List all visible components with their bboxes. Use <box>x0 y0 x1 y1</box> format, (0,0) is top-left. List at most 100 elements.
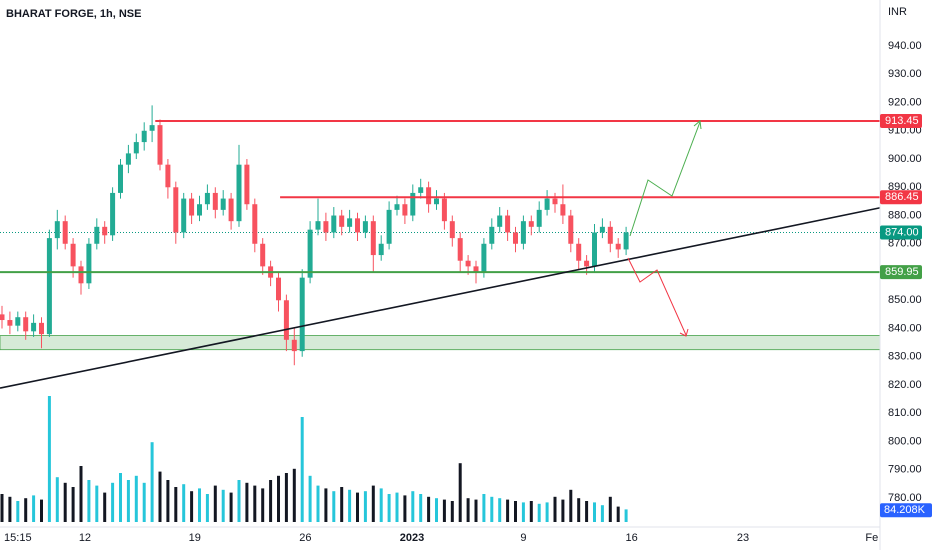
candle-body <box>536 209 542 227</box>
candle-body <box>189 198 195 216</box>
candle-body <box>260 243 266 267</box>
candle-body <box>125 153 131 165</box>
x-tick-label: 16 <box>626 532 638 544</box>
candle-body <box>513 232 518 244</box>
candle-body <box>449 221 455 239</box>
volume-bar <box>292 468 296 522</box>
y-tick-label: 790.00 <box>888 464 922 476</box>
volume-bar <box>466 498 470 522</box>
volume-bar <box>237 480 241 522</box>
volume-bar <box>32 495 36 522</box>
candle-body <box>149 125 155 131</box>
y-tick-label: 930.00 <box>888 68 922 80</box>
candle-body <box>584 260 590 267</box>
x-tick-label: 15:15 <box>4 532 32 544</box>
level-tag <box>880 114 922 129</box>
volume-bar <box>40 499 43 522</box>
candle-body <box>410 192 416 216</box>
candle-body <box>576 243 582 261</box>
candle-body <box>244 164 250 205</box>
volume-bar <box>577 498 581 522</box>
up-arrowhead <box>693 120 702 130</box>
candle-body <box>197 204 202 216</box>
volume-bar <box>24 498 28 522</box>
volume-bar <box>553 496 557 522</box>
candle-body <box>370 221 376 256</box>
volume-bar <box>608 496 612 522</box>
y-tick-label: 800.00 <box>888 435 922 447</box>
volume-bar <box>356 492 359 522</box>
volume-bar <box>600 505 604 522</box>
candle-body <box>441 198 447 222</box>
volume-bar <box>198 488 201 522</box>
volume-bar <box>506 499 510 522</box>
volume-bar <box>95 485 99 522</box>
y-tick-label: 940.00 <box>888 40 922 52</box>
candle-body <box>0 314 5 321</box>
volume-bar <box>411 491 415 522</box>
candle-body <box>86 243 92 284</box>
volume-bar <box>332 491 336 522</box>
down-arrowhead <box>679 328 689 337</box>
volume-bar <box>427 496 431 522</box>
volume-bar <box>569 489 573 522</box>
candle-body <box>394 204 400 210</box>
candle-body <box>70 243 76 267</box>
plot-area <box>0 105 881 522</box>
candle-body <box>141 130 147 143</box>
candle-body <box>544 198 550 210</box>
volume-bar <box>261 488 265 522</box>
candle-body <box>339 215 345 227</box>
candle-body <box>276 277 281 301</box>
volume-bar <box>379 488 383 522</box>
volume-bar <box>205 494 209 522</box>
candle-body <box>386 209 392 244</box>
volume-bar <box>8 496 12 522</box>
volume-bar <box>316 485 320 522</box>
candle-body <box>228 198 234 222</box>
candle-body <box>212 192 218 210</box>
y-tick-label: 870.00 <box>888 238 922 250</box>
drawn-arrows <box>627 120 702 337</box>
candle-body <box>465 260 471 267</box>
candle-body <box>291 339 297 352</box>
candle-body <box>236 164 242 222</box>
level-label: 859.95 <box>885 266 919 278</box>
volume-bar <box>182 484 186 522</box>
y-tick-label: 820.00 <box>888 379 922 391</box>
x-tick-label: 23 <box>737 532 749 544</box>
volume-bar <box>55 477 59 522</box>
volume-bar <box>450 501 454 522</box>
volume-bar <box>253 485 257 522</box>
candle-body <box>528 221 534 227</box>
x-tick-label: 26 <box>299 532 311 544</box>
volume-bar <box>348 489 352 522</box>
y-tick-label: 900.00 <box>888 153 922 165</box>
candle-body <box>457 238 463 261</box>
volume-bar <box>166 480 170 522</box>
candle-body <box>165 164 171 188</box>
candle-body <box>252 204 258 244</box>
volume-bar <box>277 475 280 522</box>
volume-bar <box>190 491 194 522</box>
volume-ma-tag <box>880 503 932 518</box>
volume-bar <box>221 489 225 522</box>
candle-body <box>473 266 479 273</box>
candle-body <box>102 226 108 236</box>
volume-bar <box>213 485 217 522</box>
candle-body <box>378 243 384 256</box>
volume-bar <box>340 487 344 522</box>
candle-body <box>623 232 629 250</box>
y-tick-label: 850.00 <box>888 294 922 306</box>
volume-bar <box>63 482 67 522</box>
y-tick-label: 840.00 <box>888 322 922 334</box>
candle-body <box>94 226 100 244</box>
support-zone <box>0 335 881 351</box>
candle-body <box>434 198 439 205</box>
candle-body <box>173 187 179 233</box>
volume-ma-label: 84.208K <box>884 504 926 516</box>
volume-bar <box>0 494 4 522</box>
candle-body <box>46 238 52 335</box>
candle-body <box>560 204 566 216</box>
